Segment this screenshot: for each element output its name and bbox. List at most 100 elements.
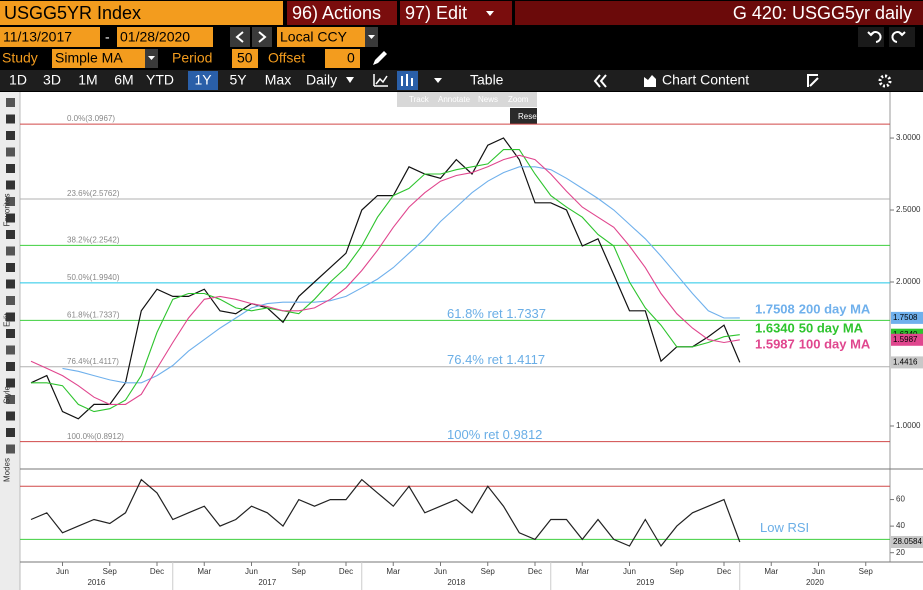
side-tool-icon[interactable] (6, 147, 15, 157)
side-tool-icon[interactable] (6, 411, 15, 421)
actions-label[interactable]: 96) Actions (292, 3, 381, 23)
reset-label[interactable]: Reset (518, 112, 540, 121)
prev-button[interactable] (230, 27, 250, 47)
x-tick-label: Jun (434, 567, 447, 576)
redo-icon[interactable] (891, 31, 906, 43)
undo-icon[interactable] (867, 31, 882, 43)
side-tool-icon[interactable] (6, 279, 15, 289)
year-label: 2018 (447, 578, 465, 587)
y-tick-label: 20 (896, 548, 905, 557)
chart-tool[interactable]: Zoom (508, 95, 529, 104)
chart-content-icon[interactable] (644, 75, 656, 87)
side-tool-icon[interactable] (6, 180, 15, 190)
bar-chart-icon[interactable] (401, 74, 413, 86)
range-button[interactable]: 1Y (194, 72, 212, 88)
period[interactable]: 50 (237, 50, 253, 66)
level-label: 23.6%(2.5762) (67, 189, 120, 198)
side-tool-icon[interactable] (6, 345, 15, 355)
range-button[interactable]: YTD (146, 72, 174, 88)
currency[interactable]: Local CCY (280, 29, 348, 45)
currency-box[interactable] (277, 27, 365, 47)
chart-tool[interactable]: Track (409, 95, 430, 104)
series-line (30, 137, 741, 420)
last-value: 1.5987 (893, 335, 918, 344)
end-date[interactable]: 01/28/2020 (120, 29, 190, 45)
range-button-active[interactable] (188, 71, 218, 90)
side-tool-icon[interactable] (6, 114, 15, 124)
x-tick-label: Mar (575, 567, 589, 576)
start-date-box[interactable] (0, 27, 100, 47)
x-tick-label: Jun (56, 567, 69, 576)
range-button[interactable]: 3D (43, 72, 61, 88)
side-tool-icon[interactable] (6, 296, 15, 305)
edit-icon[interactable] (807, 74, 819, 87)
side-tool-icon[interactable] (6, 230, 15, 239)
range-button[interactable]: 1M (78, 72, 97, 88)
dropdown-icon[interactable] (346, 77, 354, 83)
side-label: Style (3, 386, 12, 404)
dropdown-icon[interactable] (434, 78, 442, 83)
study-box[interactable] (52, 49, 145, 68)
next-icon[interactable] (258, 31, 267, 43)
next-button[interactable] (252, 27, 272, 47)
level-label: 61.8%(1.7337) (67, 310, 120, 319)
side-tool-icon[interactable] (6, 263, 15, 272)
side-tool-icon[interactable] (6, 312, 15, 322)
chart-tool[interactable]: News (478, 95, 498, 104)
table-button[interactable]: Table (470, 72, 504, 88)
edit-button[interactable] (400, 1, 512, 25)
last-value-box (891, 356, 923, 369)
x-tick-label: Jun (812, 567, 825, 576)
last-value-box (891, 333, 923, 346)
side-tool-icon[interactable] (6, 362, 15, 371)
period-label: Period (172, 50, 212, 66)
side-tool-icon[interactable] (6, 395, 15, 404)
line-chart-icon[interactable] (373, 74, 388, 87)
dropdown-icon[interactable] (486, 11, 494, 16)
level-note: 100% ret 0.9812 (447, 427, 542, 442)
side-tool-icon[interactable] (6, 131, 15, 140)
study[interactable]: Simple MA (55, 50, 123, 66)
period-box[interactable] (232, 49, 258, 68)
level-note: 61.8% ret 1.7337 (447, 306, 546, 321)
side-tool-icon[interactable] (6, 197, 15, 206)
y-tick-label: 1.0000 (896, 421, 921, 430)
chart-content-button[interactable]: Chart Content (662, 72, 749, 88)
offset-box[interactable] (325, 49, 360, 68)
last-value: 28.0584 (893, 537, 922, 546)
series-line (31, 149, 740, 413)
year-label: 2020 (806, 578, 824, 587)
actions-button[interactable] (287, 1, 397, 25)
prev-icon[interactable] (235, 31, 244, 43)
x-tick-label: Sep (859, 567, 874, 576)
range-button[interactable]: 6M (114, 72, 133, 88)
ticker[interactable]: USGG5YR Index (4, 3, 141, 23)
side-tool-icon[interactable] (6, 444, 15, 454)
side-tool-icon[interactable] (6, 378, 15, 388)
collapse-icon[interactable] (593, 74, 607, 88)
side-label: Favorites (3, 194, 12, 227)
dropdown-icon[interactable] (148, 56, 155, 60)
start-date[interactable]: 11/13/2017 (3, 29, 72, 45)
end-date-box[interactable] (117, 27, 213, 47)
side-tool-icon[interactable] (6, 98, 15, 107)
edit-label[interactable]: 97) Edit (405, 3, 467, 23)
side-tool-icon[interactable] (6, 428, 15, 437)
range-button[interactable]: 1D (9, 72, 27, 88)
side-tool-icon[interactable] (6, 246, 15, 256)
frequency[interactable]: Daily (306, 72, 337, 88)
offset[interactable]: 0 (347, 50, 355, 66)
chart-tool[interactable]: Annotate (438, 95, 471, 104)
ticker-box[interactable] (0, 1, 283, 25)
side-tool-icon[interactable] (6, 329, 15, 338)
reset-button[interactable] (510, 108, 537, 124)
range-button[interactable]: Max (265, 72, 291, 88)
settings-icon[interactable] (878, 74, 892, 88)
pencil-icon[interactable] (373, 51, 387, 65)
range-button[interactable]: 5Y (229, 72, 247, 88)
side-tool-icon[interactable] (6, 213, 15, 223)
year-label: 2019 (636, 578, 654, 587)
dropdown-icon[interactable] (368, 35, 375, 39)
side-tool-icon[interactable] (6, 164, 15, 173)
